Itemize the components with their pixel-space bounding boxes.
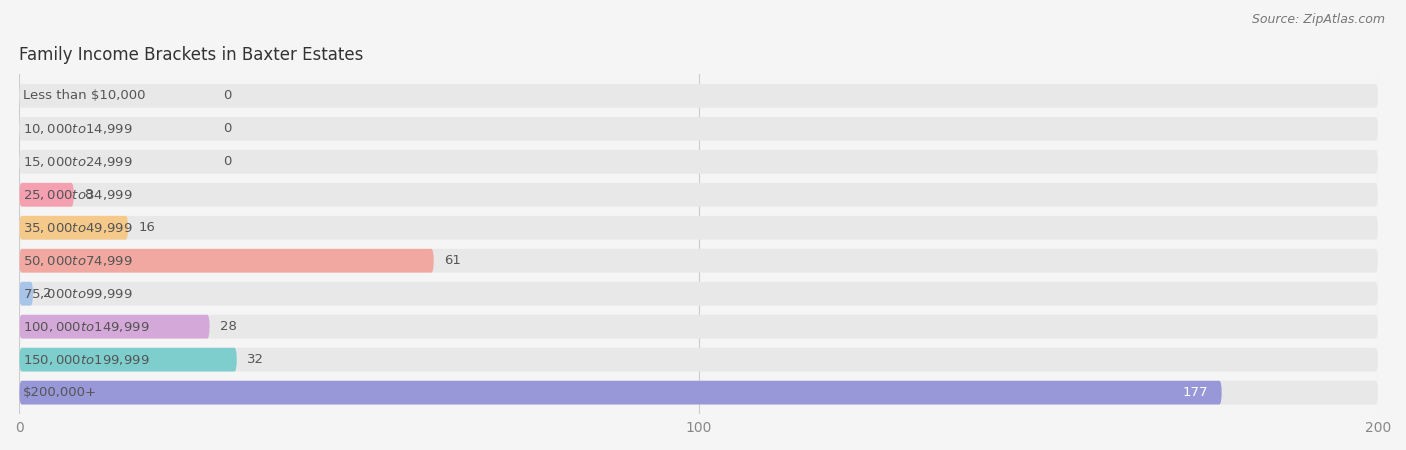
FancyBboxPatch shape bbox=[20, 348, 236, 372]
Text: 177: 177 bbox=[1182, 386, 1208, 399]
FancyBboxPatch shape bbox=[20, 348, 1378, 372]
Text: 0: 0 bbox=[224, 89, 232, 102]
FancyBboxPatch shape bbox=[20, 117, 1378, 141]
Text: $75,000 to $99,999: $75,000 to $99,999 bbox=[22, 287, 132, 301]
Text: $35,000 to $49,999: $35,000 to $49,999 bbox=[22, 221, 132, 235]
Text: 16: 16 bbox=[138, 221, 155, 234]
Text: 0: 0 bbox=[224, 122, 232, 135]
Text: $100,000 to $149,999: $100,000 to $149,999 bbox=[22, 320, 149, 333]
FancyBboxPatch shape bbox=[20, 183, 73, 207]
Text: Source: ZipAtlas.com: Source: ZipAtlas.com bbox=[1251, 14, 1385, 27]
Text: $10,000 to $14,999: $10,000 to $14,999 bbox=[22, 122, 132, 136]
Text: 0: 0 bbox=[224, 155, 232, 168]
FancyBboxPatch shape bbox=[20, 84, 1378, 108]
FancyBboxPatch shape bbox=[20, 315, 209, 338]
Text: 2: 2 bbox=[44, 287, 52, 300]
Text: $200,000+: $200,000+ bbox=[22, 386, 97, 399]
FancyBboxPatch shape bbox=[20, 381, 1378, 405]
Text: Family Income Brackets in Baxter Estates: Family Income Brackets in Baxter Estates bbox=[20, 46, 364, 64]
FancyBboxPatch shape bbox=[20, 249, 1378, 273]
FancyBboxPatch shape bbox=[20, 315, 1378, 338]
FancyBboxPatch shape bbox=[20, 150, 1378, 174]
Text: 32: 32 bbox=[247, 353, 264, 366]
Text: $150,000 to $199,999: $150,000 to $199,999 bbox=[22, 353, 149, 367]
Text: $25,000 to $34,999: $25,000 to $34,999 bbox=[22, 188, 132, 202]
FancyBboxPatch shape bbox=[20, 381, 1222, 405]
FancyBboxPatch shape bbox=[20, 216, 128, 239]
FancyBboxPatch shape bbox=[20, 282, 32, 306]
FancyBboxPatch shape bbox=[20, 282, 1378, 306]
Text: 8: 8 bbox=[84, 188, 93, 201]
FancyBboxPatch shape bbox=[20, 216, 1378, 239]
Text: 28: 28 bbox=[219, 320, 236, 333]
FancyBboxPatch shape bbox=[20, 183, 1378, 207]
Text: $50,000 to $74,999: $50,000 to $74,999 bbox=[22, 254, 132, 268]
Text: $15,000 to $24,999: $15,000 to $24,999 bbox=[22, 155, 132, 169]
FancyBboxPatch shape bbox=[20, 249, 433, 273]
Text: Less than $10,000: Less than $10,000 bbox=[22, 89, 145, 102]
Text: 61: 61 bbox=[444, 254, 461, 267]
